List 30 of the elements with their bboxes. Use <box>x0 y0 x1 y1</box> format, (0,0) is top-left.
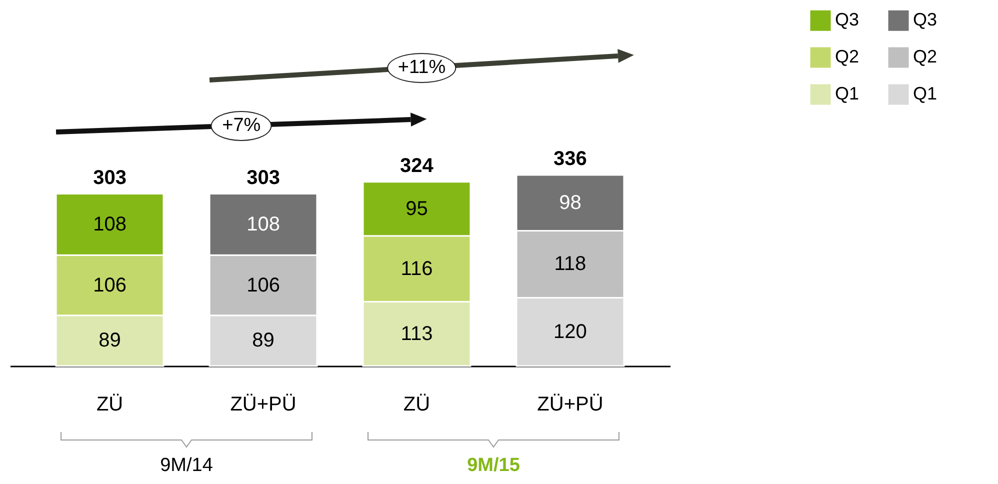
data-label: 113 <box>400 322 433 345</box>
total-label: 303 <box>93 166 126 189</box>
x-tick-label: ZÜ+PÜ <box>537 394 604 416</box>
legend-label: Q2 <box>835 46 860 66</box>
total-label: 324 <box>400 154 434 177</box>
data-label: 89 <box>252 330 274 352</box>
data-label: 106 <box>93 274 126 296</box>
x-tick-label: ZÜ <box>403 394 430 416</box>
legend-label: Q2 <box>913 46 938 66</box>
legend-label: Q3 <box>835 10 860 30</box>
text: 9M/15 <box>467 455 520 477</box>
text: 9M/14 <box>160 455 213 477</box>
legend-label: Q1 <box>913 84 938 104</box>
data-label: 106 <box>246 274 280 296</box>
data-label: 98 <box>559 192 582 214</box>
legend-label: Q1 <box>835 84 860 104</box>
x-tick-label: ZÜ+PÜ <box>230 394 296 416</box>
total-label: 336 <box>554 148 587 170</box>
total-label: 303 <box>246 166 280 189</box>
data-label: 108 <box>93 213 126 236</box>
data-label: 89 <box>98 330 121 352</box>
data-label: 95 <box>406 198 428 220</box>
x-tick-label: ZÜ <box>96 394 124 416</box>
data-label: 116 <box>400 258 433 280</box>
data-label: 108 <box>246 213 280 236</box>
text: +11% <box>386 52 457 82</box>
text: +7% <box>211 110 272 140</box>
data-label: 118 <box>554 253 586 276</box>
data-label: 120 <box>554 320 587 343</box>
legend-label: Q3 <box>913 10 938 30</box>
